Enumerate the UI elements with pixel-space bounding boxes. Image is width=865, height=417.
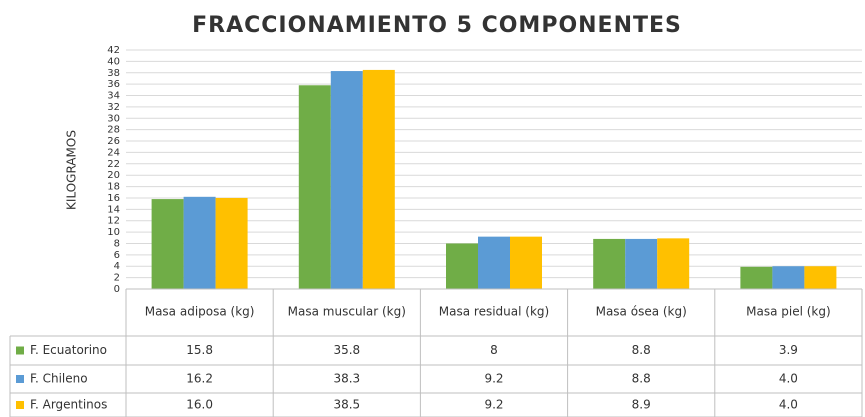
category-label: Masa piel (kg) bbox=[746, 305, 831, 319]
y-tick-label: 16 bbox=[107, 193, 120, 204]
bar bbox=[772, 266, 805, 289]
table-value: 8 bbox=[490, 343, 498, 357]
y-tick-label: 18 bbox=[107, 182, 120, 193]
table-value: 9.2 bbox=[484, 398, 503, 412]
table-value: 16.2 bbox=[186, 372, 213, 386]
bar bbox=[151, 199, 184, 289]
table-value: 3.9 bbox=[779, 343, 798, 357]
bar bbox=[740, 266, 773, 289]
legend-label: F. Chileno bbox=[30, 372, 88, 386]
bar bbox=[510, 236, 542, 289]
y-tick-label: 6 bbox=[114, 250, 120, 261]
category-label: Masa adiposa (kg) bbox=[145, 305, 255, 319]
table-value: 15.8 bbox=[186, 343, 213, 357]
y-tick-label: 0 bbox=[114, 284, 120, 295]
y-tick-label: 30 bbox=[107, 113, 120, 124]
y-tick-label: 42 bbox=[107, 45, 120, 56]
chart-title: FRACCIONAMIENTO 5 COMPONENTES bbox=[192, 13, 682, 38]
bar bbox=[298, 85, 331, 290]
legend-swatch bbox=[16, 346, 24, 355]
y-tick-label: 14 bbox=[107, 204, 120, 215]
category-label: Masa muscular (kg) bbox=[288, 305, 406, 319]
bar bbox=[593, 238, 626, 289]
table-value: 4.0 bbox=[779, 372, 798, 386]
bar bbox=[625, 238, 658, 289]
table-value: 8.8 bbox=[632, 372, 651, 386]
bar bbox=[215, 197, 248, 289]
table-value: 8.8 bbox=[632, 343, 651, 357]
y-tick-label: 12 bbox=[107, 216, 120, 227]
y-tick-label: 34 bbox=[107, 91, 120, 102]
table-value: 16.0 bbox=[186, 398, 213, 412]
y-tick-label: 20 bbox=[107, 170, 120, 181]
bar bbox=[478, 236, 510, 289]
bar bbox=[362, 69, 395, 290]
bar bbox=[183, 196, 216, 289]
y-tick-label: 22 bbox=[107, 159, 120, 170]
table-value: 4.0 bbox=[779, 398, 798, 412]
y-tick-label: 8 bbox=[114, 238, 120, 249]
bar bbox=[657, 238, 690, 289]
bar bbox=[446, 243, 478, 289]
y-tick-label: 10 bbox=[107, 227, 120, 238]
y-tick-label: 38 bbox=[107, 68, 120, 79]
table-value: 35.8 bbox=[333, 343, 360, 357]
legend-label: F. Ecuatorino bbox=[30, 343, 107, 357]
y-axis-label: KILOGRAMOS bbox=[65, 130, 79, 210]
y-tick-label: 28 bbox=[107, 125, 120, 136]
table-value: 9.2 bbox=[484, 372, 503, 386]
y-tick-label: 36 bbox=[107, 79, 120, 90]
legend-swatch bbox=[16, 375, 24, 383]
legend-label: F. Argentinos bbox=[30, 398, 107, 412]
bar bbox=[804, 266, 837, 289]
y-tick-label: 4 bbox=[114, 261, 120, 272]
y-tick-label: 26 bbox=[107, 136, 120, 147]
category-label: Masa residual (kg) bbox=[439, 305, 549, 319]
y-tick-label: 24 bbox=[107, 147, 120, 158]
category-label: Masa ósea (kg) bbox=[596, 305, 687, 319]
table-value: 38.5 bbox=[333, 398, 360, 412]
table-value: 38.3 bbox=[333, 372, 360, 386]
y-tick-label: 2 bbox=[114, 273, 120, 284]
legend-swatch bbox=[16, 401, 24, 409]
y-tick-label: 32 bbox=[107, 102, 120, 113]
y-tick-label: 40 bbox=[107, 56, 120, 67]
table-value: 8.9 bbox=[632, 398, 651, 412]
bar bbox=[330, 71, 363, 289]
